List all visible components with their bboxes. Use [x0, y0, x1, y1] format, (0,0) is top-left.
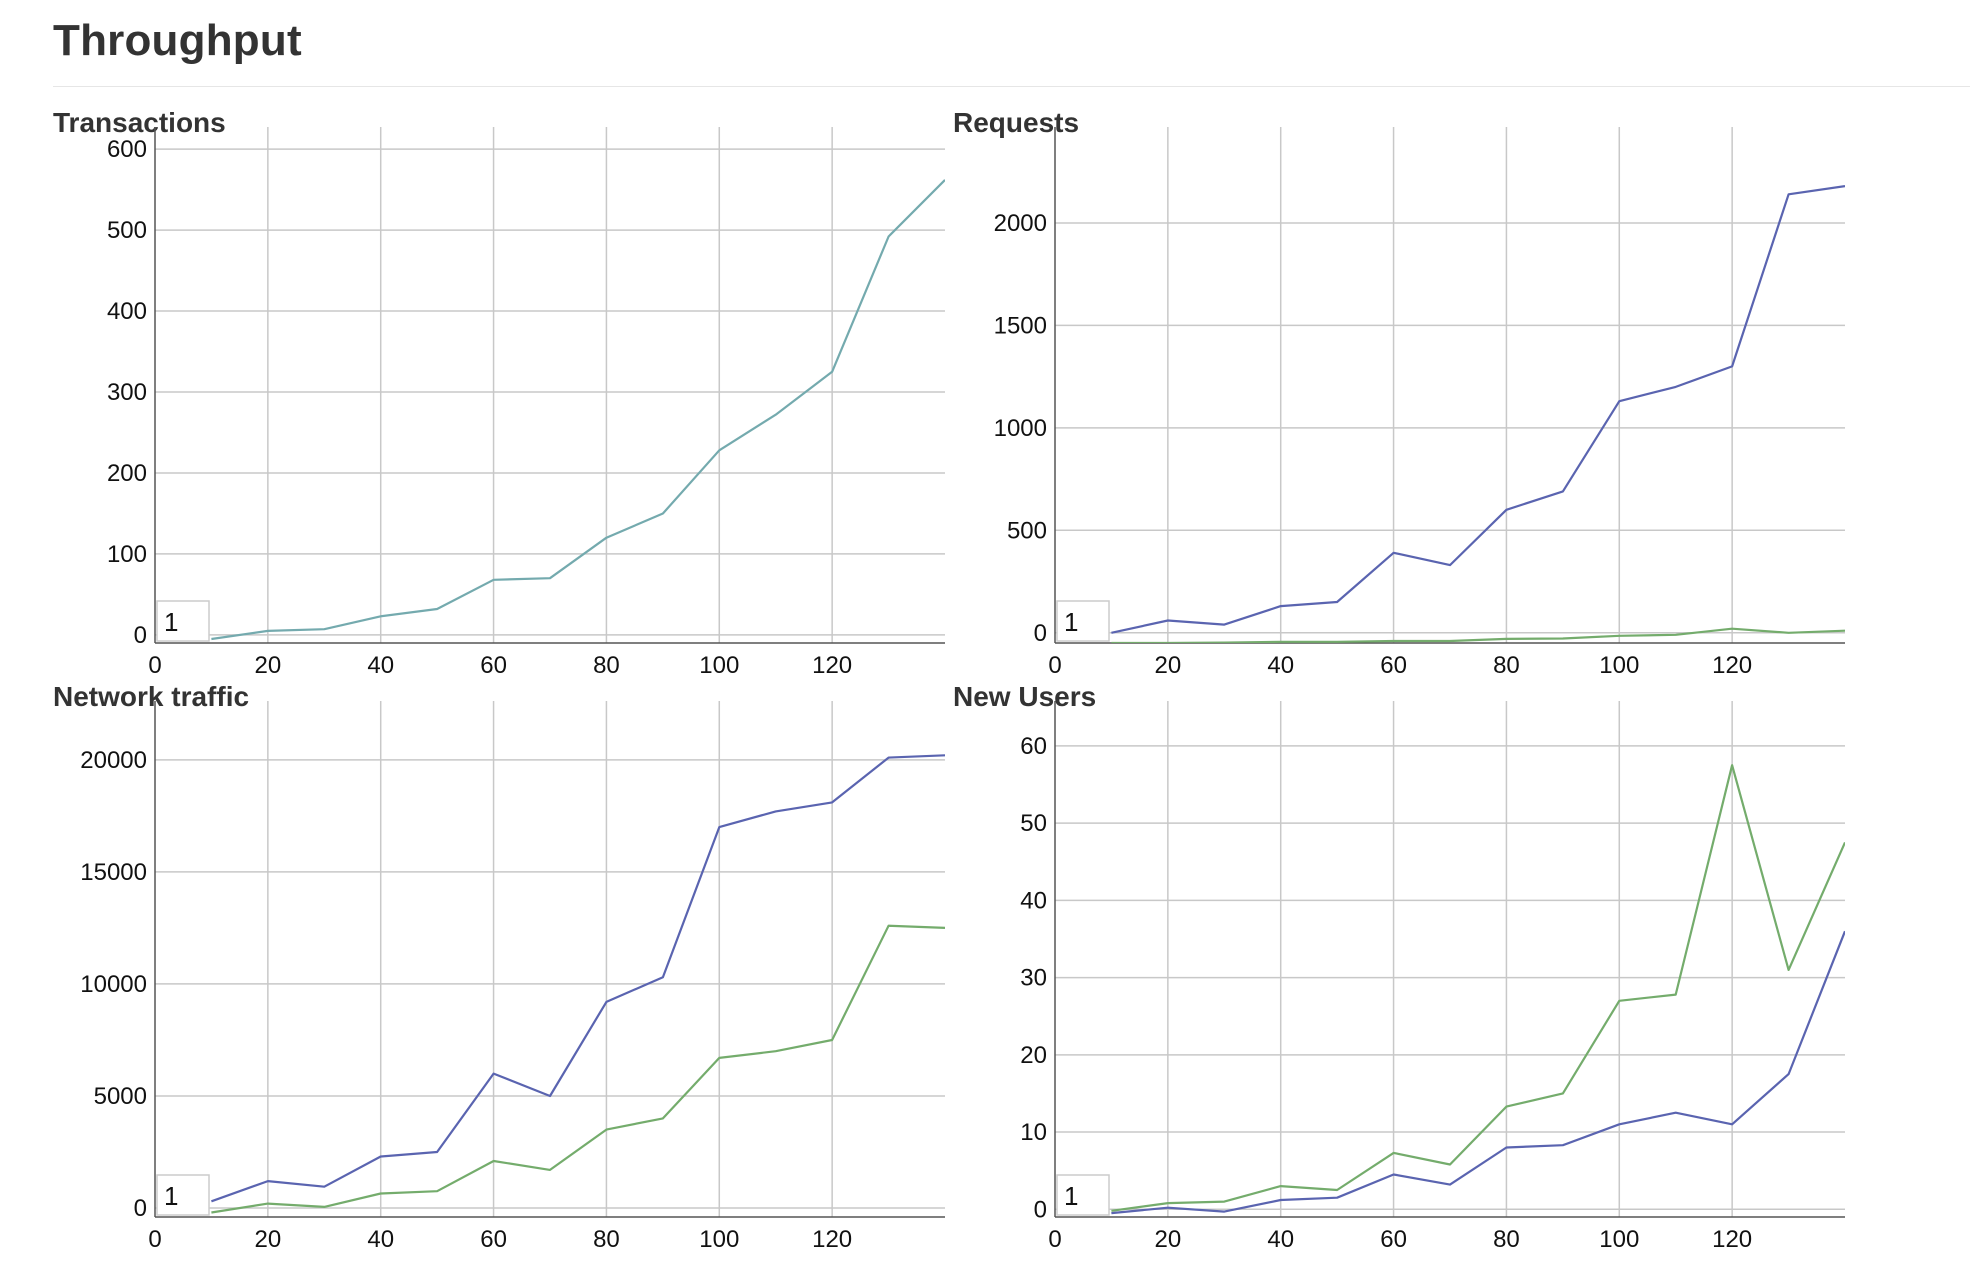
- y-tick-label: 2000: [994, 210, 1047, 237]
- series-line-1: [1111, 185, 1845, 634]
- y-tick-label: 500: [1007, 517, 1047, 544]
- chart-title-requests: Requests: [953, 107, 1080, 138]
- chart-svg-requests: 0 500 1000 1500 2000 0 20 40 60 80 100 120 1: [994, 127, 1845, 679]
- y-tick-label: 0: [134, 1195, 147, 1222]
- x-tick-label: 120: [1712, 1226, 1752, 1253]
- range-box[interactable]: [156, 1174, 210, 1216]
- series-line-1: [211, 754, 945, 1203]
- y-tick-label: 5000: [94, 1083, 147, 1110]
- x-tick-label: 100: [1599, 1226, 1639, 1253]
- y-tick-label: 0: [1034, 620, 1047, 647]
- x-tick-label: 0: [1048, 1226, 1061, 1253]
- x-tick-label: 40: [1267, 1226, 1294, 1253]
- range-box-label: 1: [164, 607, 178, 637]
- range-box-label: 1: [1064, 607, 1078, 637]
- page-title: Throughput: [53, 16, 302, 65]
- x-tick-label: 80: [593, 652, 620, 679]
- y-tick-label: 500: [107, 217, 147, 244]
- chart-panel-transactions: Transactions 0 100 200 300 400 500 600 0 20 40 60 8…: [53, 107, 953, 707]
- title-divider: [53, 86, 1970, 87]
- x-tick-label: 40: [367, 1226, 394, 1253]
- x-tick-label: 100: [699, 652, 739, 679]
- chart-svg-network-traffic: 0 5000 10000 15000 20000 0 20 40 60 80 100 120 1: [80, 701, 945, 1253]
- range-box-label: 1: [164, 1181, 178, 1211]
- x-tick-label: 100: [1599, 652, 1639, 679]
- y-tick-label: 100: [107, 541, 147, 568]
- chart-svg-transactions: 0 100 200 300 400 500 600 0 20 40 60 80 100 120 1: [107, 127, 945, 679]
- y-tick-label: 30: [1020, 965, 1047, 992]
- x-tick-label: 120: [812, 652, 852, 679]
- x-tick-label: 60: [1380, 1226, 1407, 1253]
- y-tick-label: 600: [107, 136, 147, 163]
- y-tick-label: 200: [107, 460, 147, 487]
- y-tick-label: 40: [1020, 887, 1047, 914]
- y-tick-label: 50: [1020, 810, 1047, 837]
- series-line-2: [1111, 627, 1845, 643]
- x-tick-label: 20: [1155, 652, 1182, 679]
- y-tick-label: 1000: [994, 415, 1047, 442]
- range-box[interactable]: [1056, 1174, 1110, 1216]
- x-tick-label: 60: [480, 1226, 507, 1253]
- chart-panel-requests: Requests 0 500 1000 1500 2000 0 20 40 60 80 100 120…: [953, 107, 1853, 707]
- x-tick-label: 40: [367, 652, 394, 679]
- range-box[interactable]: [1056, 600, 1110, 642]
- y-tick-label: 0: [134, 622, 147, 649]
- series-line-1: [211, 179, 945, 641]
- x-tick-label: 80: [1493, 652, 1520, 679]
- series-line-2: [211, 924, 945, 1214]
- x-tick-label: 80: [1493, 1226, 1520, 1253]
- chart-svg-new-users: 0 10 20 30 40 50 60 0 20 40 60 80 100 120 1: [1020, 701, 1845, 1253]
- y-tick-label: 10: [1020, 1119, 1047, 1146]
- chart-title-new-users: New Users: [953, 681, 1097, 712]
- x-tick-label: 20: [1155, 1226, 1182, 1253]
- y-tick-label: 0: [1034, 1196, 1047, 1223]
- y-tick-label: 400: [107, 298, 147, 325]
- chart-title-transactions: Transactions: [53, 107, 226, 138]
- x-tick-label: 20: [255, 652, 282, 679]
- x-tick-label: 120: [1712, 652, 1752, 679]
- y-tick-label: 300: [107, 379, 147, 406]
- series-line-1: [1111, 930, 1845, 1215]
- y-tick-label: 1500: [994, 312, 1047, 339]
- x-tick-label: 20: [255, 1226, 282, 1253]
- x-tick-label: 60: [1380, 652, 1407, 679]
- series-line-2: [1111, 764, 1845, 1212]
- x-tick-label: 0: [148, 652, 161, 679]
- y-tick-label: 15000: [80, 859, 147, 886]
- range-box-label: 1: [1064, 1181, 1078, 1211]
- x-tick-label: 60: [480, 652, 507, 679]
- x-tick-label: 80: [593, 1226, 620, 1253]
- x-tick-label: 0: [148, 1226, 161, 1253]
- chart-panel-network-traffic: Network traffic 0 5000 10000 15000 20000 0 20 4…: [53, 681, 953, 1281]
- chart-panel-new-users: New Users 0 10 20 30 40 50 60 0 20 40 60 80 100 120 1: [953, 681, 1853, 1281]
- x-tick-label: 40: [1267, 652, 1294, 679]
- y-tick-label: 10000: [80, 971, 147, 998]
- y-tick-label: 20000: [80, 747, 147, 774]
- y-tick-label: 20: [1020, 1042, 1047, 1069]
- range-box[interactable]: [156, 600, 210, 642]
- x-tick-label: 0: [1048, 652, 1061, 679]
- x-tick-label: 120: [812, 1226, 852, 1253]
- chart-title-network-traffic: Network traffic: [53, 681, 250, 712]
- y-tick-label: 60: [1020, 733, 1047, 760]
- x-tick-label: 100: [699, 1226, 739, 1253]
